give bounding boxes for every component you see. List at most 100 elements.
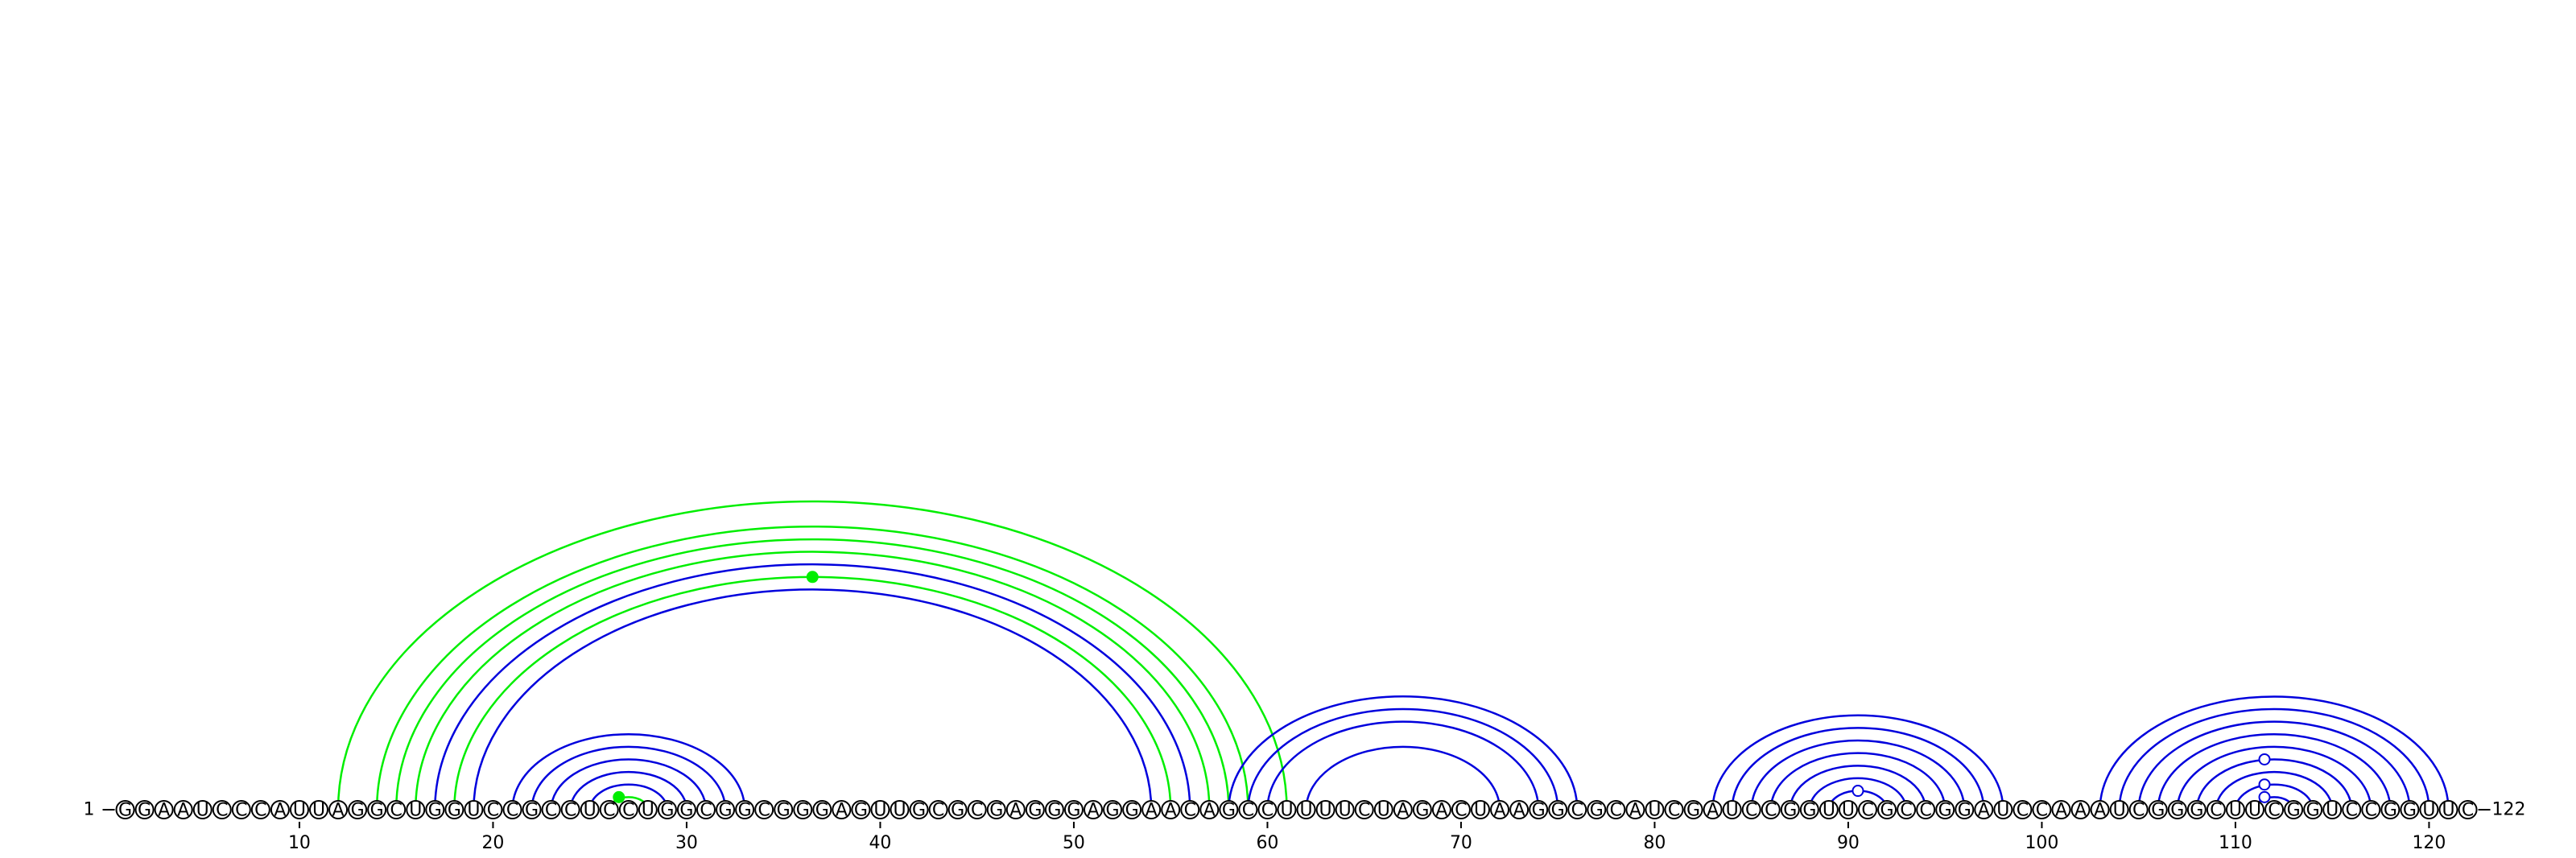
base-circle [1974, 800, 1994, 819]
base-60: C [1257, 800, 1278, 821]
base-letter: C [1184, 801, 1196, 821]
base-pair-arc-21-33 [511, 732, 746, 811]
base-91: C [1858, 800, 1877, 821]
base-pair-arc-86-95 [1769, 752, 1946, 811]
tick-120: 120 [2412, 822, 2446, 853]
base-circle [173, 800, 193, 819]
base-letter: G [719, 801, 733, 821]
base-circle [890, 800, 910, 819]
end-position-label: 122 [2492, 800, 2526, 820]
base-107: G [2167, 800, 2187, 821]
base-letter: U [409, 801, 422, 821]
base-circle [618, 800, 638, 819]
base-58: G [1219, 800, 1239, 821]
base-circle [2167, 800, 2187, 819]
base-letter: C [235, 801, 247, 821]
tick-label: 80 [1643, 833, 1666, 853]
arc-marker-2 [806, 571, 819, 584]
base-letter: G [448, 801, 461, 821]
base-letter: G [2151, 801, 2165, 821]
base-circle [2051, 800, 2071, 819]
base-circle [154, 800, 174, 819]
base-120: U [2419, 800, 2439, 821]
base-35: G [774, 800, 794, 821]
tick-label: 50 [1063, 833, 1085, 853]
base-circle [1431, 800, 1451, 819]
base-pair-arc-18-55 [453, 575, 1172, 811]
base-circle [1587, 800, 1607, 819]
base-letter: C [2017, 801, 2029, 821]
base-letter: C [700, 801, 712, 821]
base-78: C [1606, 800, 1626, 821]
base-letter: A [2094, 801, 2106, 821]
base-34: C [754, 800, 774, 821]
base-circle [406, 800, 426, 819]
base-letter: G [1686, 801, 1700, 821]
tick-100: 100 [2025, 822, 2058, 853]
position-ticks: 10 20 30 40 50 60 70 80 90 100 110 120 [288, 822, 2446, 853]
base-circle [1741, 800, 1761, 819]
tick-label: 90 [1837, 833, 1860, 853]
tick-110: 110 [2219, 822, 2252, 853]
arcs-layer [336, 500, 2450, 811]
base-circle [1103, 800, 1123, 819]
base-letter: U [2422, 801, 2435, 821]
base-circle [1509, 800, 1530, 819]
base-circle [2284, 800, 2304, 819]
base-letter: A [836, 801, 848, 821]
base-circle [2032, 800, 2052, 819]
base-letter: A [158, 801, 170, 821]
base-letter: U [1299, 801, 1312, 821]
base-letter: G [912, 801, 926, 821]
tick-label: 20 [481, 833, 504, 853]
base-26: C [599, 800, 619, 821]
base-circle [2303, 800, 2323, 819]
base-pair-arc-87-94 [1789, 765, 1927, 811]
base-116: C [2342, 800, 2362, 821]
base-43: C [928, 800, 948, 821]
base-92: G [1877, 800, 1897, 821]
tick-label: 110 [2219, 833, 2252, 853]
base-circle [1373, 800, 1393, 819]
base-circle [967, 800, 987, 819]
base-65: C [1354, 800, 1374, 821]
base-circle [2458, 800, 2478, 819]
base-42: G [909, 800, 929, 821]
base-circle [1548, 800, 1568, 819]
base-letter: C [2036, 801, 2048, 821]
base-51: A [1084, 800, 1103, 821]
base-17: G [425, 800, 445, 821]
base-102: A [2070, 800, 2091, 821]
base-circle [947, 800, 968, 819]
base-23: C [541, 800, 561, 821]
base-85: C [1741, 800, 1761, 821]
base-letter: C [2132, 801, 2145, 821]
base-letter: A [1513, 801, 1525, 821]
base-circle [231, 800, 251, 819]
tick-40: 40 [869, 822, 891, 853]
base-8: C [250, 800, 270, 821]
base-108: G [2186, 800, 2207, 821]
base-letter: C [2462, 801, 2474, 821]
base-circle [2342, 800, 2362, 819]
base-circle [1257, 800, 1278, 819]
base-letter: A [1978, 801, 1990, 821]
base-circle [1780, 800, 1800, 819]
base-pair-arc-106-118 [2157, 732, 2392, 811]
base-49: G [1044, 800, 1064, 821]
arc-marker-5 [2258, 778, 2271, 791]
base-115: U [2322, 800, 2343, 821]
base-letter: G [138, 801, 151, 821]
base-pair-arc-17-56 [434, 563, 1191, 811]
base-pair-arc-24-30 [569, 770, 688, 811]
base-letter: G [1222, 801, 1236, 821]
base-121: U [2438, 800, 2458, 821]
base-82: G [1683, 800, 1703, 821]
base-79: A [1625, 800, 1645, 821]
base-letter: U [1648, 801, 1661, 821]
base-letter: C [1861, 801, 1873, 821]
base-letter: G [1047, 801, 1061, 821]
base-circle [580, 800, 600, 819]
base-circle [1645, 800, 1665, 819]
base-letter: U [2113, 801, 2126, 821]
